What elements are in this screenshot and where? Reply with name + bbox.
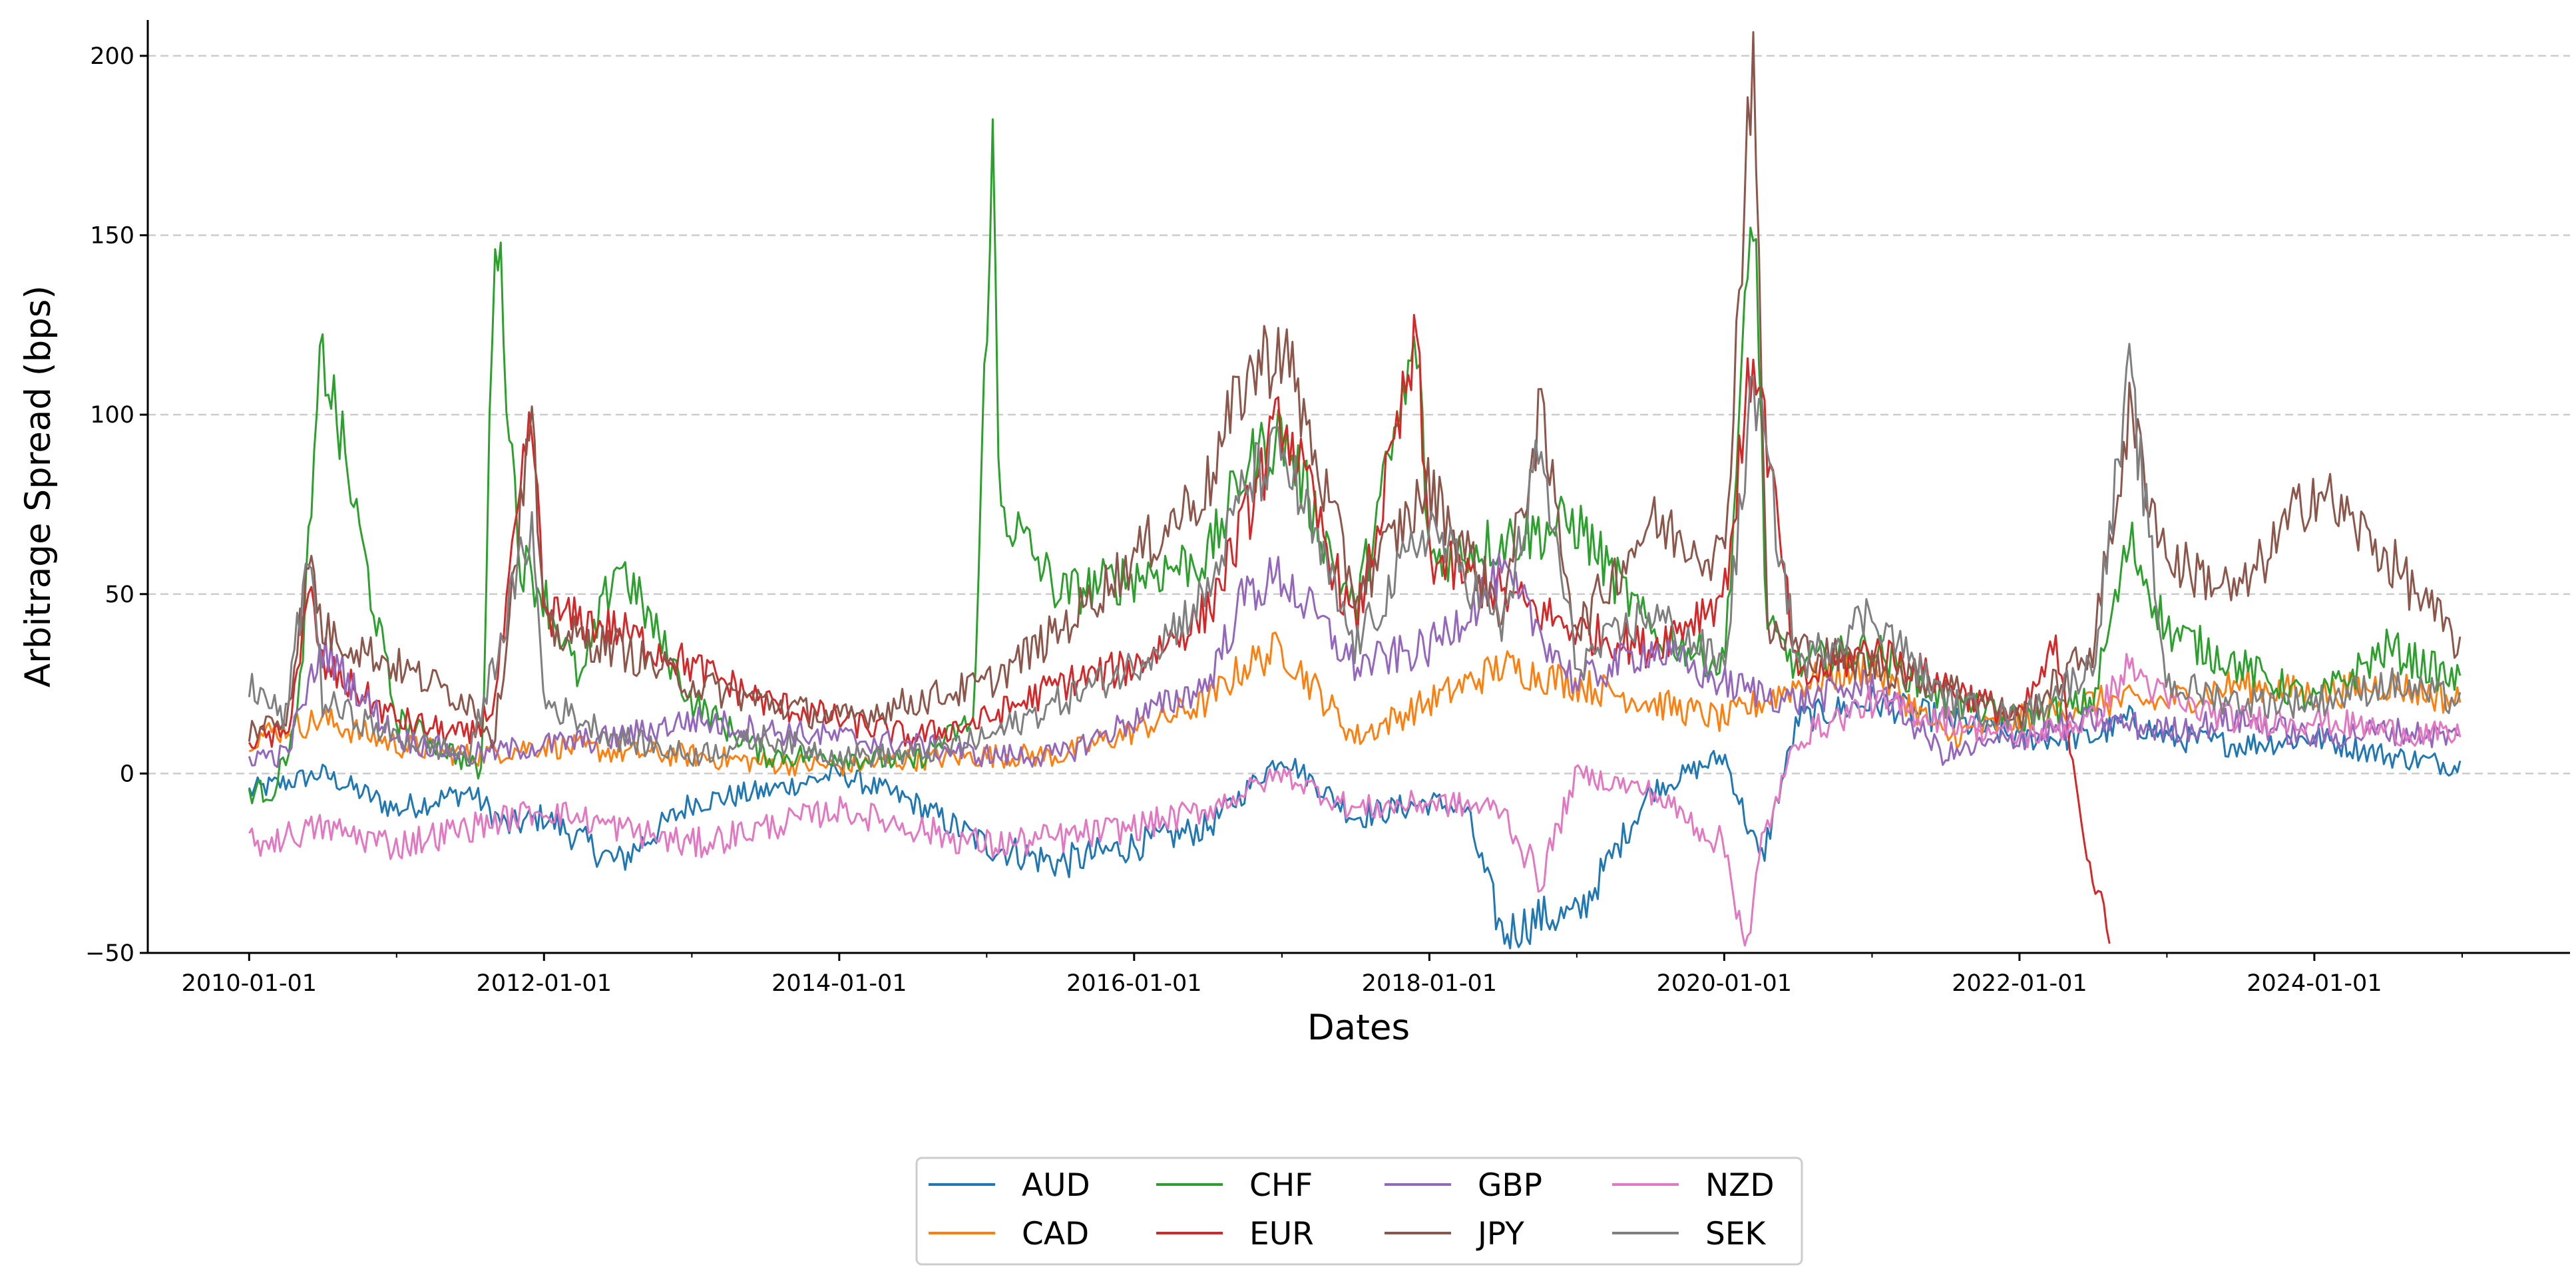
- series-line-sek: [248, 343, 2462, 768]
- legend: AUD CAD CHF EUR GBP JPY NZD SEK: [915, 1157, 1803, 1266]
- series-line-aud: [248, 686, 2462, 950]
- x-axis-title: Dates: [1307, 1007, 1410, 1048]
- legend-label: CAD: [1022, 1216, 1089, 1252]
- y-tick-label: 100: [90, 402, 134, 429]
- grid-lines: [148, 55, 2570, 775]
- series-line-cad: [248, 632, 2462, 777]
- y-axis-title: Arbitrage Spread (bps): [18, 285, 59, 687]
- legend-label: JPY: [1476, 1216, 1524, 1252]
- series-lines: [248, 31, 2462, 950]
- legend-label: CHF: [1249, 1167, 1313, 1204]
- series-line-nzd: [248, 653, 2462, 947]
- legend-label: GBP: [1478, 1167, 1542, 1204]
- x-tick-label: 2020-01-01: [1657, 970, 1792, 997]
- series-line-eur: [248, 313, 2111, 944]
- y-tick-label: 200: [90, 43, 134, 70]
- series-line-jpy: [248, 31, 2462, 749]
- y-tick-label: 150: [90, 223, 134, 250]
- legend-label: AUD: [1022, 1167, 1090, 1204]
- x-tick-label: 2022-01-01: [1952, 970, 2087, 997]
- series-line-chf: [248, 118, 2462, 805]
- tick-labels: −50 0 50 100 150 200 2010-01-01 2012-01-01 2014-…: [85, 43, 2463, 997]
- legend-label: EUR: [1249, 1216, 1314, 1252]
- y-tick-label: −50: [85, 940, 134, 967]
- legend-box: [915, 1157, 1803, 1266]
- legend-label: SEK: [1705, 1216, 1767, 1252]
- legend-label: NZD: [1705, 1167, 1775, 1204]
- x-tick-label: 2016-01-01: [1066, 970, 1201, 997]
- x-tick-label: 2018-01-01: [1362, 970, 1497, 997]
- y-tick-label: 0: [120, 761, 134, 787]
- x-tick-label: 2024-01-01: [2247, 970, 2382, 997]
- y-tick-label: 50: [105, 582, 134, 608]
- x-tick-label: 2012-01-01: [477, 970, 612, 997]
- x-tick-label: 2014-01-01: [771, 970, 907, 997]
- x-tick-label: 2010-01-01: [182, 970, 317, 997]
